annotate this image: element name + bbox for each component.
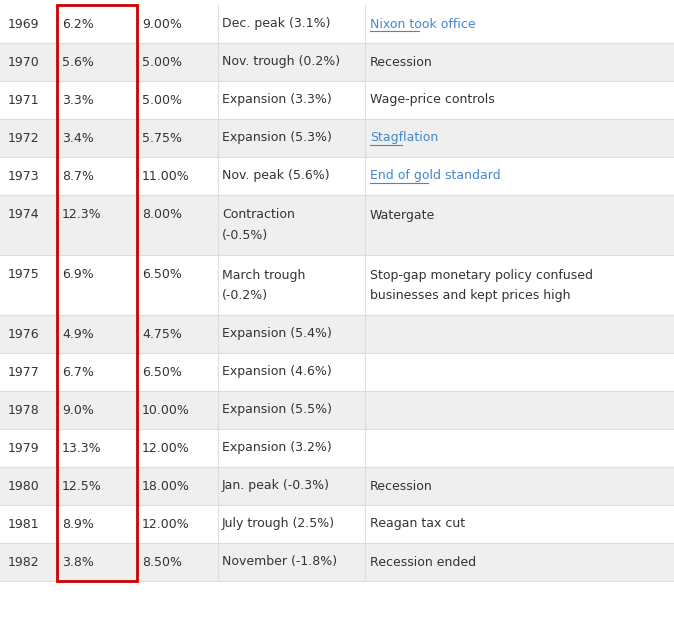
Text: Nov. trough (0.2%): Nov. trough (0.2%) <box>222 56 340 69</box>
Text: 1972: 1972 <box>8 131 40 144</box>
Text: 12.5%: 12.5% <box>62 480 102 493</box>
Text: 6.7%: 6.7% <box>62 365 94 378</box>
Text: 6.2%: 6.2% <box>62 17 94 30</box>
Text: Nov. peak (5.6%): Nov. peak (5.6%) <box>222 170 330 183</box>
Text: Stop-gap monetary policy confused: Stop-gap monetary policy confused <box>370 269 593 282</box>
Bar <box>0 255 674 315</box>
Text: Wage-price controls: Wage-price controls <box>370 93 495 106</box>
Text: (-0.5%): (-0.5%) <box>222 228 268 241</box>
Text: 1969: 1969 <box>8 17 40 30</box>
Text: 6.9%: 6.9% <box>62 269 94 282</box>
Text: Expansion (5.5%): Expansion (5.5%) <box>222 404 332 417</box>
Text: 12.00%: 12.00% <box>142 517 190 530</box>
Text: 5.75%: 5.75% <box>142 131 182 144</box>
Text: 11.00%: 11.00% <box>142 170 190 183</box>
Text: 1970: 1970 <box>8 56 40 69</box>
Text: 5.00%: 5.00% <box>142 56 182 69</box>
Text: Stagflation: Stagflation <box>370 131 438 144</box>
Text: 1982: 1982 <box>8 555 40 568</box>
Text: 8.7%: 8.7% <box>62 170 94 183</box>
Text: Recession: Recession <box>370 56 433 69</box>
Text: Jan. peak (-0.3%): Jan. peak (-0.3%) <box>222 480 330 493</box>
Text: March trough: March trough <box>222 269 305 282</box>
Text: End of gold standard: End of gold standard <box>370 170 501 183</box>
Text: 9.0%: 9.0% <box>62 404 94 417</box>
Text: 1981: 1981 <box>8 517 40 530</box>
Bar <box>0 315 674 353</box>
Text: 8.9%: 8.9% <box>62 517 94 530</box>
Text: 1974: 1974 <box>8 209 40 222</box>
Text: Expansion (3.2%): Expansion (3.2%) <box>222 441 332 454</box>
Text: Expansion (5.4%): Expansion (5.4%) <box>222 327 332 340</box>
Text: 3.3%: 3.3% <box>62 93 94 106</box>
Bar <box>57 5 137 581</box>
Bar <box>0 195 674 255</box>
Text: 6.50%: 6.50% <box>142 269 182 282</box>
Text: 18.00%: 18.00% <box>142 480 190 493</box>
Text: 9.00%: 9.00% <box>142 17 182 30</box>
Text: (-0.2%): (-0.2%) <box>222 288 268 301</box>
Text: 1973: 1973 <box>8 170 40 183</box>
Text: businesses and kept prices high: businesses and kept prices high <box>370 288 570 301</box>
Text: Recession: Recession <box>370 480 433 493</box>
Text: 3.8%: 3.8% <box>62 555 94 568</box>
Text: 8.50%: 8.50% <box>142 555 182 568</box>
Text: 1971: 1971 <box>8 93 40 106</box>
Bar <box>0 43 674 81</box>
Text: Contraction: Contraction <box>222 209 295 222</box>
Text: 6.50%: 6.50% <box>142 365 182 378</box>
Text: Dec. peak (3.1%): Dec. peak (3.1%) <box>222 17 330 30</box>
Text: 1979: 1979 <box>8 441 40 454</box>
Text: 4.75%: 4.75% <box>142 327 182 340</box>
Text: Watergate: Watergate <box>370 209 435 222</box>
Text: 1978: 1978 <box>8 404 40 417</box>
Text: Expansion (3.3%): Expansion (3.3%) <box>222 93 332 106</box>
Text: 1980: 1980 <box>8 480 40 493</box>
Text: 13.3%: 13.3% <box>62 441 102 454</box>
Text: 3.4%: 3.4% <box>62 131 94 144</box>
Text: Expansion (5.3%): Expansion (5.3%) <box>222 131 332 144</box>
Bar <box>0 543 674 581</box>
Bar <box>0 429 674 467</box>
Text: 1975: 1975 <box>8 269 40 282</box>
Text: Recession ended: Recession ended <box>370 555 476 568</box>
Text: 1976: 1976 <box>8 327 40 340</box>
Text: 12.00%: 12.00% <box>142 441 190 454</box>
Text: Expansion (4.6%): Expansion (4.6%) <box>222 365 332 378</box>
Text: 4.9%: 4.9% <box>62 327 94 340</box>
Bar <box>0 5 674 43</box>
Bar <box>0 81 674 119</box>
Text: July trough (2.5%): July trough (2.5%) <box>222 517 335 530</box>
Bar <box>0 505 674 543</box>
Text: 5.00%: 5.00% <box>142 93 182 106</box>
Text: November (-1.8%): November (-1.8%) <box>222 555 337 568</box>
Bar <box>0 391 674 429</box>
Text: 8.00%: 8.00% <box>142 209 182 222</box>
Text: Nixon took office: Nixon took office <box>370 17 476 30</box>
Bar <box>0 157 674 195</box>
Text: 5.6%: 5.6% <box>62 56 94 69</box>
Bar <box>0 353 674 391</box>
Bar <box>0 119 674 157</box>
Text: 12.3%: 12.3% <box>62 209 102 222</box>
Bar <box>0 467 674 505</box>
Text: Reagan tax cut: Reagan tax cut <box>370 517 465 530</box>
Text: 10.00%: 10.00% <box>142 404 190 417</box>
Text: 1977: 1977 <box>8 365 40 378</box>
